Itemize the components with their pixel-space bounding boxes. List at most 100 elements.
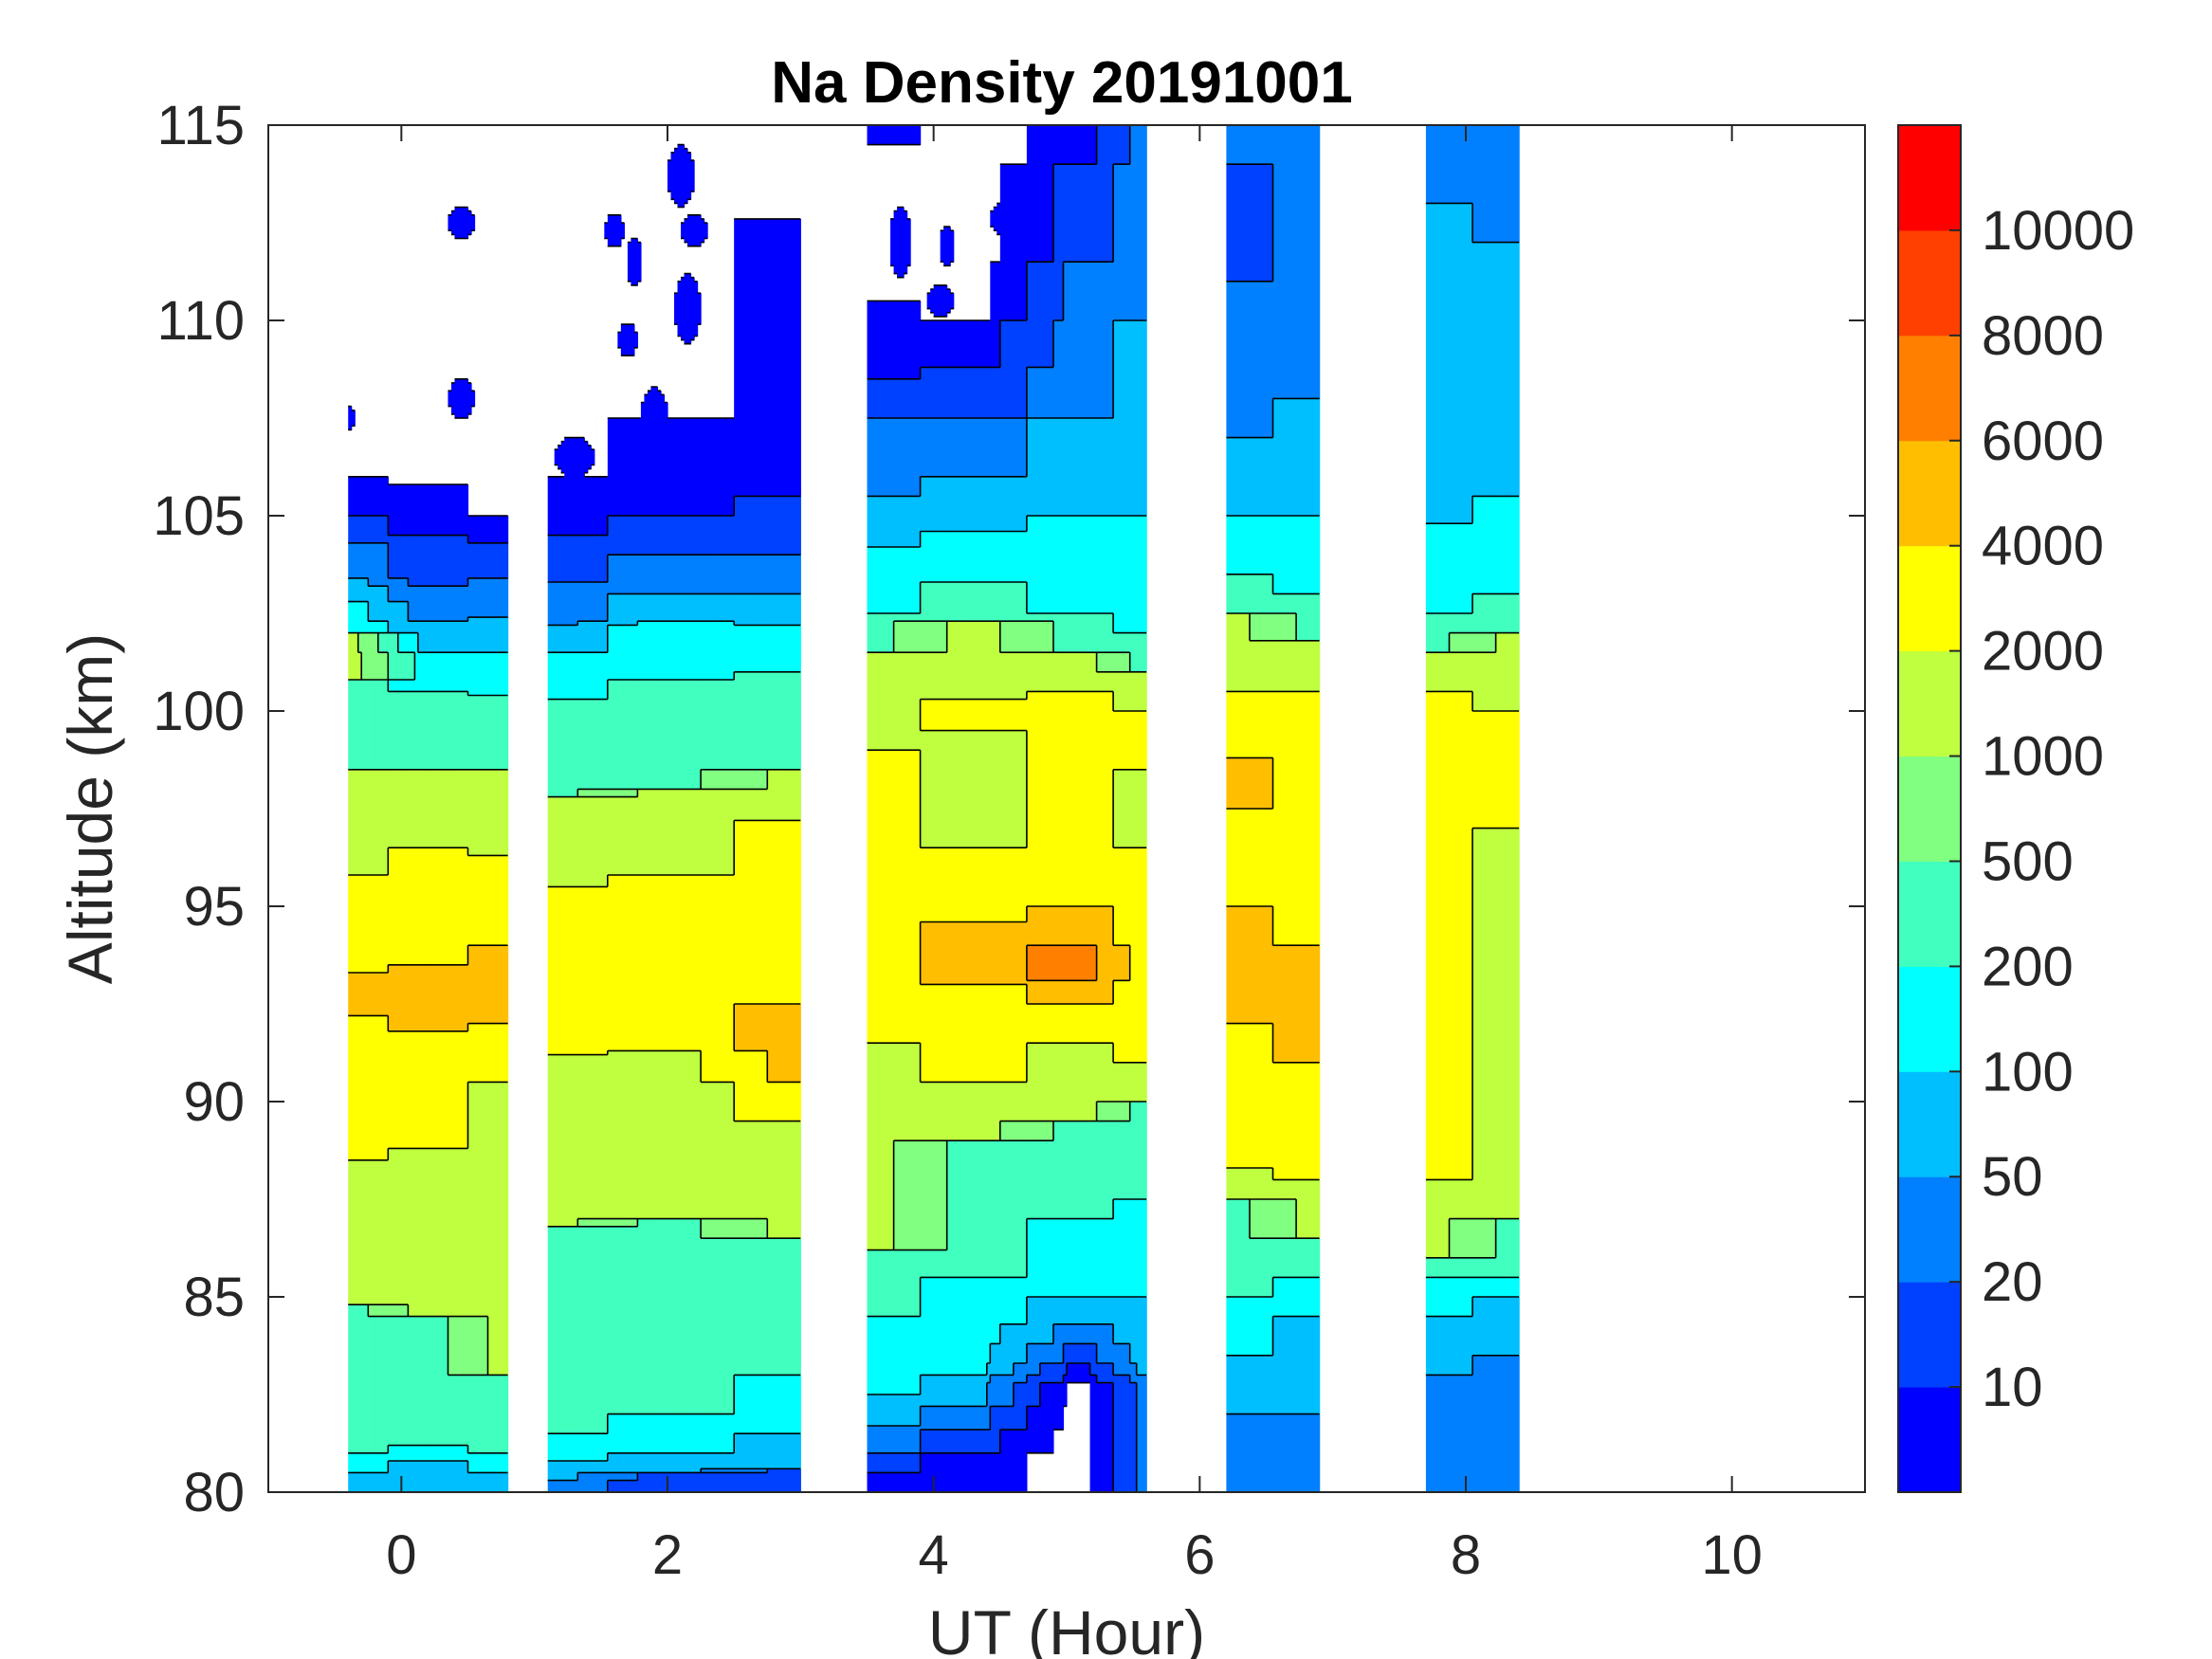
contour-band-cell [757,1004,761,1052]
contour-band-cell [411,1461,415,1493]
contour-band-cell [787,1375,792,1434]
contour-band-cell [873,1452,878,1473]
contour-band-cell [1143,516,1147,634]
contour-band-cell [647,875,652,1052]
contour-band-cell [996,730,1001,848]
contour-band-cell [653,1050,659,1220]
colorbar-band [1898,650,1961,757]
contour-band-cell [368,1316,373,1454]
contour-band-cell [743,1004,748,1052]
contour-band-cell [963,1082,968,1141]
contour-band-cell [640,1452,646,1473]
contour-band-cell [584,652,589,701]
contour-band-cell [900,1140,905,1251]
contour-band-cell [1030,980,1034,1005]
contour-band-cell [1486,125,1490,244]
contour-band-cell [454,207,459,240]
contour-band-cell [1508,1277,1513,1298]
contour-band-cell [763,789,768,821]
contour-band-cell [937,1452,941,1493]
contour-band-cell [567,582,572,626]
contour-band-cell [873,1472,878,1493]
contour-band-cell [434,1445,439,1462]
contour-band-cell [690,1413,695,1454]
contour-band-cell [1469,1218,1473,1259]
contour-band-cell [1080,1323,1085,1345]
contour-band-cell [1462,1277,1467,1318]
contour-band-cell [594,886,598,1056]
contour-band-cell [983,582,988,622]
contour-band-cell [421,1316,426,1447]
contour-band-cell [1229,691,1234,759]
contour-band-cell [375,621,379,634]
contour-band-cell [1229,516,1234,575]
contour-band-cell [1299,398,1304,517]
contour-band-cell [946,730,951,848]
contour-band-cell [1089,1375,1094,1493]
contour-band-cell [368,542,373,587]
contour-band-cell [1043,1121,1048,1141]
contour-band-cell [763,1472,768,1493]
contour-band-cell [690,593,695,622]
contour-band-cell [933,921,938,985]
contour-band-cell [375,476,379,517]
contour-band-cell [937,1249,941,1278]
contour-band-cell [1140,516,1144,634]
contour-band-cell [357,1015,362,1161]
contour-band-cell [1279,613,1284,642]
contour-band-cell [1089,1218,1094,1298]
contour-band-cell [484,577,489,618]
contour-band-cell [734,1433,739,1469]
contour-band-cell [627,418,632,517]
colorbar-tick-label: 10000 [1982,200,2134,262]
contour-band-cell [923,1375,928,1407]
contour-band-cell [1076,1121,1081,1220]
contour-band-cell [1129,320,1134,517]
contour-band-cell [1010,1277,1015,1325]
contour-band-cell [461,1375,466,1447]
contour-band-cell [1270,1413,1274,1493]
contour-band-cell [1103,418,1107,517]
contour-band-cell [564,1480,569,1493]
contour-band-cell [893,652,898,751]
contour-band-cell [484,855,489,946]
contour-band-cell [1469,652,1473,692]
contour-band-cell [906,125,911,146]
contour-band-cell [1272,1199,1277,1239]
contour-band-cell [424,621,429,653]
contour-band-cell [926,367,931,419]
contour-band-cell [970,730,975,848]
contour-band-cell [1046,367,1051,419]
contour-band-cell [617,1218,622,1228]
contour-band-cell [484,1472,489,1493]
contour-band-cell [1030,1375,1034,1407]
contour-band-cell [940,418,944,478]
contour-band-cell [1246,437,1251,517]
contour-band-cell [1303,1238,1307,1278]
contour-band-cell [1286,1413,1290,1493]
contour-band-cell [684,875,688,1052]
contour-band-cell [721,1238,725,1415]
contour-band-cell [357,652,362,681]
contour-band-cell [1255,574,1261,614]
contour-band-cell [1233,1168,1237,1200]
contour-band-cell [1289,1238,1294,1278]
contour-band-cell [1252,757,1257,810]
contour-band-cell [983,1277,988,1376]
plot-area [348,125,1520,1493]
contour-band-cell [1462,523,1467,614]
contour-band-cell [1143,671,1147,712]
contour-band-cell [371,542,375,587]
contour-band-cell [361,1159,366,1305]
contour-band-cell [714,769,719,790]
contour-band-cell [960,320,964,369]
contour-band-cell [1076,1218,1081,1298]
contour-band-cell [1249,906,1254,1025]
contour-band-cell [1076,652,1081,692]
contour-band-cell [611,1480,615,1493]
contour-band-cell [884,1452,888,1473]
contour-band-cell [1050,418,1054,517]
contour-band-cell [757,1238,761,1376]
contour-band-cell [754,1468,759,1473]
